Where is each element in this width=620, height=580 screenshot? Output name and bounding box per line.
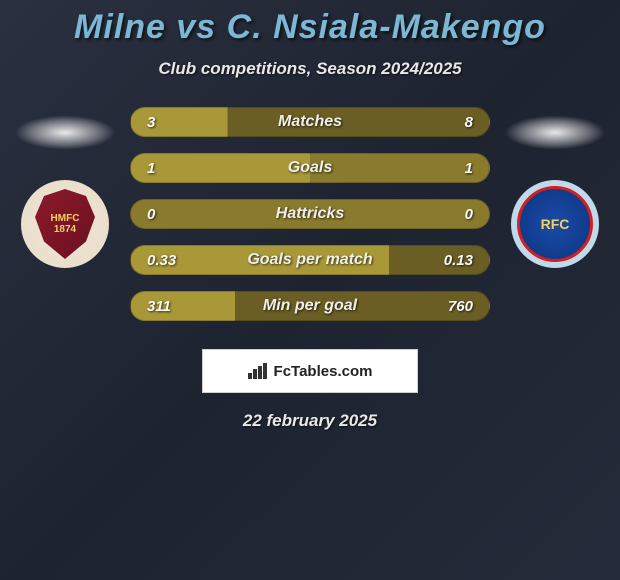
stat-left-value: 1 [147, 160, 187, 177]
stat-right-value: 760 [433, 298, 473, 315]
club-badge-left: HMFC 1874 [21, 180, 109, 268]
stat-left-value: 0 [147, 206, 187, 223]
stat-right-value: 0.13 [433, 252, 473, 269]
source-name: FcTables.com [274, 363, 373, 380]
badge-left-text-year: 1874 [51, 224, 80, 235]
player-right-photo-placeholder [505, 115, 605, 150]
source-badge[interactable]: FcTables.com [202, 349, 418, 393]
player-right-column: RFC [500, 107, 610, 268]
stat-left-value: 0.33 [147, 252, 187, 269]
stat-label: Goals per match [247, 251, 372, 269]
date-label: 22 february 2025 [0, 411, 620, 431]
stat-label: Goals [288, 159, 332, 177]
stat-row-matches: 3 Matches 8 [130, 107, 490, 137]
stat-left-value: 311 [147, 298, 187, 315]
subtitle: Club competitions, Season 2024/2025 [0, 59, 620, 79]
stat-right-value: 1 [433, 160, 473, 177]
stat-row-hattricks: 0 Hattricks 0 [130, 199, 490, 229]
stat-right-value: 8 [433, 114, 473, 131]
stat-left-value: 3 [147, 114, 187, 131]
stat-row-goals: 1 Goals 1 [130, 153, 490, 183]
page-title: Milne vs C. Nsiala-Makengo [0, 8, 620, 47]
stat-row-goals-per-match: 0.33 Goals per match 0.13 [130, 245, 490, 275]
stat-label: Hattricks [276, 205, 344, 223]
club-badge-right-inner: RFC [541, 216, 570, 232]
player-left-column: HMFC 1874 [10, 107, 120, 268]
bar-chart-icon [248, 363, 268, 379]
stat-label: Matches [278, 113, 342, 131]
stat-right-value: 0 [433, 206, 473, 223]
stat-label: Min per goal [263, 297, 357, 315]
stats-column: 3 Matches 8 1 Goals 1 0 Hattricks 0 0.33… [130, 107, 490, 321]
badge-left-text-top: HMFC [51, 213, 80, 224]
player-left-photo-placeholder [15, 115, 115, 150]
club-badge-left-inner: HMFC 1874 [51, 213, 80, 235]
content-row: HMFC 1874 3 Matches 8 1 Goals 1 0 Hattri… [0, 107, 620, 321]
comparison-card: Milne vs C. Nsiala-Makengo Club competit… [0, 0, 620, 431]
stat-row-min-per-goal: 311 Min per goal 760 [130, 291, 490, 321]
club-badge-right: RFC [511, 180, 599, 268]
